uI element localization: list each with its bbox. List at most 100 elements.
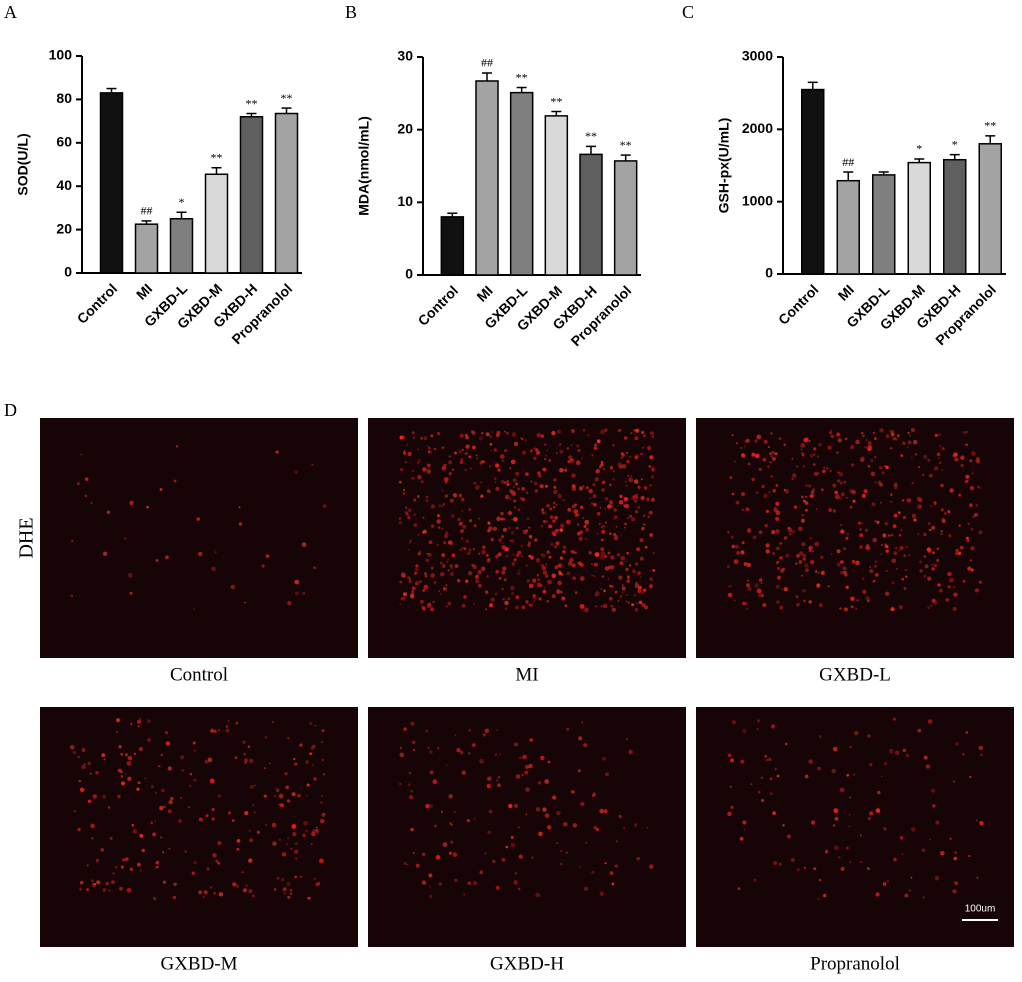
- fluorescent-spot: [507, 597, 511, 600]
- fluorescent-spot: [475, 454, 478, 457]
- fluorescent-spot: [758, 593, 763, 598]
- fluorescent-spot: [159, 805, 164, 811]
- fluorescent-spot: [158, 765, 161, 768]
- fluorescent-spot: [949, 837, 952, 840]
- fluorescent-spot: [770, 724, 776, 729]
- fluorescent-spot: [477, 570, 482, 575]
- fluorescent-spot: [537, 781, 542, 785]
- fluorescent-spot: [923, 532, 927, 537]
- fluorescent-spot: [147, 738, 151, 742]
- fluorescent-spot: [644, 514, 646, 517]
- fluorescent-spot: [757, 790, 761, 794]
- fluorescent-spot: [124, 537, 127, 540]
- fluorescent-spot: [517, 508, 521, 512]
- fluorescent-spot: [910, 456, 913, 459]
- fluorescent-spot: [102, 795, 106, 799]
- fluorescent-spot: [899, 545, 904, 551]
- fluorescent-spot: [867, 816, 871, 821]
- fluorescent-spot: [867, 465, 871, 468]
- fluorescent-spot: [837, 438, 842, 443]
- fluorescent-spot: [415, 568, 418, 571]
- fluorescent-spot: [624, 503, 630, 509]
- fluorescent-spot: [321, 758, 325, 762]
- fluorescent-spot: [648, 465, 651, 468]
- fluorescent-spot: [562, 498, 566, 502]
- fluorescent-spot: [958, 493, 961, 496]
- fluorescent-spot: [778, 437, 782, 441]
- fluorescent-spot: [302, 833, 306, 838]
- fluorescent-spot: [641, 603, 646, 607]
- fluorescent-spot: [408, 577, 411, 580]
- fluorescent-spot: [870, 458, 874, 463]
- fluorescent-spot: [428, 447, 431, 450]
- fluorescent-spot: [731, 544, 735, 549]
- fluorescent-spot: [969, 459, 973, 463]
- fluorescent-spot: [862, 577, 865, 580]
- fluorescent-spot: [733, 599, 736, 602]
- fluorescent-spot: [734, 460, 737, 463]
- fluorescent-spot: [399, 782, 402, 786]
- fluorescent-spot: [150, 785, 154, 789]
- fluorescent-spot: [448, 472, 452, 476]
- fluorescent-spot: [735, 544, 739, 549]
- fluorescent-spot: [89, 772, 92, 775]
- fluorescent-spot: [525, 564, 528, 567]
- fluorescent-spot: [822, 469, 826, 473]
- fluorescent-spot: [581, 721, 584, 724]
- fluorescent-spot: [923, 555, 927, 558]
- fluorescent-spot: [875, 892, 880, 897]
- fluorescent-spot: [529, 555, 534, 560]
- fluorescent-spot: [542, 589, 547, 594]
- fluorescent-spot: [870, 471, 876, 477]
- fluorescent-spot: [619, 561, 624, 566]
- fluorescent-spot: [244, 761, 247, 764]
- fluorescent-spot: [90, 823, 95, 829]
- fluorescent-spot: [731, 720, 737, 725]
- fluorescent-spot: [560, 590, 563, 594]
- significance-label: **: [585, 129, 597, 143]
- fluorescent-spot: [602, 603, 608, 609]
- fluorescent-spot: [883, 827, 887, 831]
- fluorescent-spot: [496, 729, 498, 732]
- fluorescent-spot: [242, 740, 246, 745]
- fluorescent-spot: [71, 539, 74, 543]
- fluorescent-spot: [438, 526, 441, 529]
- fluorescent-spot: [283, 892, 286, 895]
- fluorescent-spot: [470, 467, 472, 470]
- fluorescent-spot: [763, 439, 768, 444]
- fluorescent-spot: [444, 481, 448, 484]
- fluorescent-spot: [584, 607, 589, 613]
- fluorescent-spot: [591, 870, 595, 874]
- fluorescent-spot: [603, 589, 606, 593]
- fluorescent-spot: [144, 777, 147, 780]
- fluorescent-spot: [602, 468, 606, 471]
- fluorescent-spot: [553, 529, 558, 534]
- fluorescent-spot: [587, 434, 590, 437]
- fluorescent-spot: [755, 491, 759, 494]
- fluorescent-spot: [430, 607, 435, 612]
- fluorescent-spot: [181, 769, 185, 772]
- fluorescent-spot: [919, 560, 922, 564]
- fluorescent-spot: [894, 546, 898, 550]
- bar: [440, 216, 465, 276]
- fluorescent-spot: [620, 456, 623, 459]
- fluorescent-spot: [978, 530, 983, 535]
- fluorescent-spot: [770, 475, 773, 478]
- fluorescent-spot: [546, 520, 548, 523]
- fluorescent-spot: [278, 838, 281, 842]
- fluorescent-spot: [398, 480, 402, 484]
- fluorescent-spot: [244, 601, 246, 604]
- fluorescent-spot: [472, 743, 476, 747]
- fluorescent-spot: [905, 546, 908, 548]
- fluorescent-spot: [630, 475, 633, 478]
- fluorescent-spot: [533, 447, 536, 450]
- fluorescent-spot: [737, 887, 741, 891]
- fluorescent-spot: [962, 431, 967, 435]
- fluorescent-spot: [900, 454, 904, 458]
- fluorescent-spot: [450, 513, 455, 519]
- fluorescent-spot: [932, 551, 935, 555]
- fluorescent-spot: [204, 760, 209, 764]
- fluorescent-spot: [775, 584, 780, 589]
- fluorescent-spot: [294, 875, 298, 879]
- significance-label: **: [211, 151, 223, 165]
